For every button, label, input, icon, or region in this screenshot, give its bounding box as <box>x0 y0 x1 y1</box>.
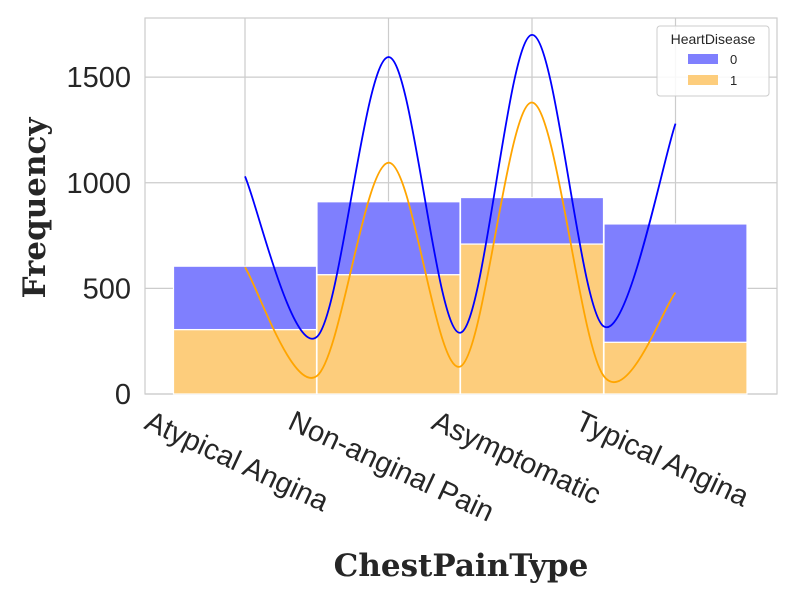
y-axis-title: Frequency <box>17 117 53 299</box>
bar-0-3 <box>603 223 748 343</box>
y-tick-label-1: 500 <box>83 273 131 305</box>
legend-label-0: 0 <box>730 52 737 67</box>
bar-1-2 <box>459 243 605 395</box>
kde-lines <box>244 33 677 383</box>
legend-label-1: 1 <box>730 73 737 88</box>
bar-0-2 <box>459 196 605 245</box>
y-tick-label-3: 1500 <box>66 62 131 94</box>
bar-1-0 <box>172 328 318 395</box>
legend-swatch-0 <box>688 54 718 64</box>
bars <box>172 196 748 395</box>
x-axis-title: ChestPainType <box>334 548 589 584</box>
y-tick-label-2: 1000 <box>66 168 131 200</box>
y-tick-label-0: 0 <box>115 379 131 411</box>
legend-title: HeartDisease <box>671 31 756 47</box>
legend-swatch-1 <box>688 75 718 85</box>
kde-line-0 <box>244 33 677 340</box>
bar-1-3 <box>603 341 748 395</box>
y-ticks: 0 500 1000 1500 <box>66 62 131 411</box>
bar-1-1 <box>316 274 461 395</box>
kde-line-1 <box>244 101 677 383</box>
legend: HeartDisease 0 1 <box>656 25 770 97</box>
